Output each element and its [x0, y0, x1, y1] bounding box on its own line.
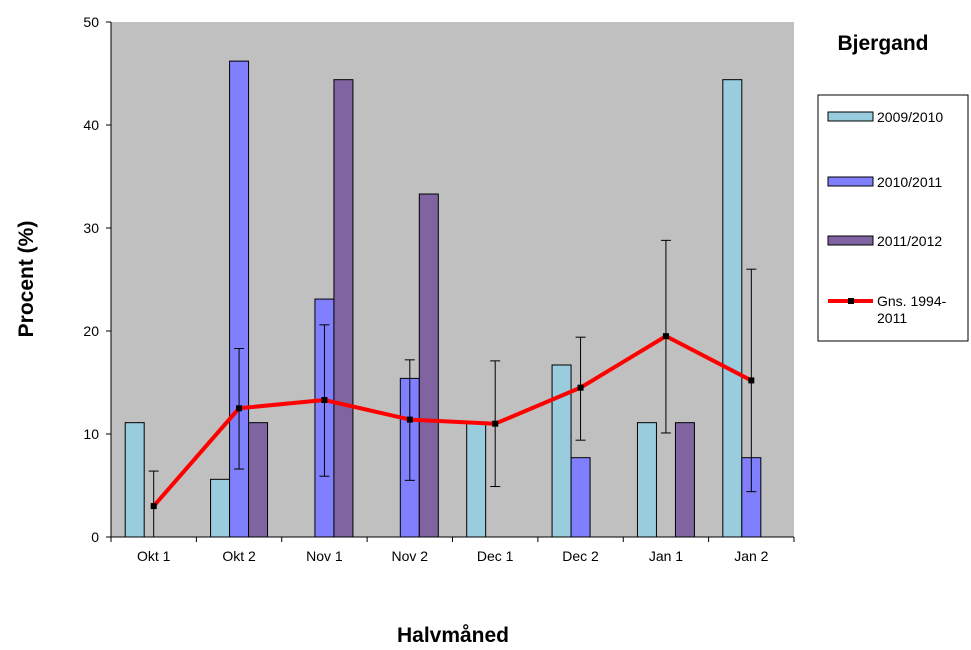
- y-tick-label-10: 10: [83, 426, 99, 442]
- avg-point-1: [236, 405, 243, 412]
- y-tick-label-0: 0: [91, 529, 99, 545]
- bar-2011-2012-2: [333, 79, 354, 538]
- legend-marker-3: [848, 298, 854, 304]
- y-tick-label-50: 50: [83, 14, 99, 30]
- legend-swatch-2: [827, 235, 874, 246]
- avg-point-3: [406, 416, 413, 423]
- x-tick-label-6: Jan 1: [649, 548, 683, 564]
- legend-swatch-1: [827, 176, 874, 187]
- avg-line: [152, 334, 753, 508]
- legend-label-2: 2011/2012: [877, 233, 942, 249]
- y-tick-label-30: 30: [83, 220, 99, 236]
- x-tick-label-4: Dec 1: [477, 548, 514, 564]
- bar-2009-2010-6: [636, 422, 657, 538]
- legend-label-3: Gns. 1994-: [877, 293, 947, 309]
- legend-label-3-1: 2011: [877, 310, 907, 326]
- x-tick-label-7: Jan 2: [734, 548, 768, 564]
- x-tick-label-0: Okt 1: [137, 548, 171, 564]
- avg-point-6: [662, 333, 669, 340]
- avg-point-4: [492, 420, 499, 427]
- bar-2009-2010-7: [722, 79, 743, 538]
- bar-2009-2010-1: [210, 478, 231, 538]
- y-tick-label-40: 40: [83, 117, 99, 133]
- avg-point-0: [150, 503, 157, 510]
- bar-2011-2012-1: [248, 422, 269, 538]
- x-axis-title: Halvmåned: [397, 624, 509, 647]
- avg-point-5: [577, 384, 584, 391]
- chart-title: Bjergand: [837, 32, 928, 55]
- legend: 2009/2010 2010/2011 2011/2012 Gns. 1994-201…: [817, 94, 969, 342]
- avg-point-7: [748, 377, 755, 384]
- x-tick-label-3: Nov 2: [392, 548, 429, 564]
- x-tick-label-5: Dec 2: [562, 548, 599, 564]
- bar-2009-2010-4: [466, 422, 487, 538]
- x-tick-label-2: Nov 1: [306, 548, 343, 564]
- legend-label-0: 2009/2010: [877, 109, 943, 125]
- y-tick-label-20: 20: [83, 323, 99, 339]
- avg-point-2: [321, 397, 328, 404]
- bar-2010-2011-5: [570, 457, 591, 538]
- bar-2011-2012-6: [674, 422, 695, 538]
- y-axis-title: Procent (%): [15, 221, 38, 338]
- legend-swatch-0: [827, 111, 874, 122]
- x-tick-label-1: Okt 2: [222, 548, 256, 564]
- bar-2011-2012-3: [418, 193, 439, 538]
- bar-2009-2010-0: [124, 422, 145, 538]
- legend-label-1: 2010/2011: [877, 174, 942, 190]
